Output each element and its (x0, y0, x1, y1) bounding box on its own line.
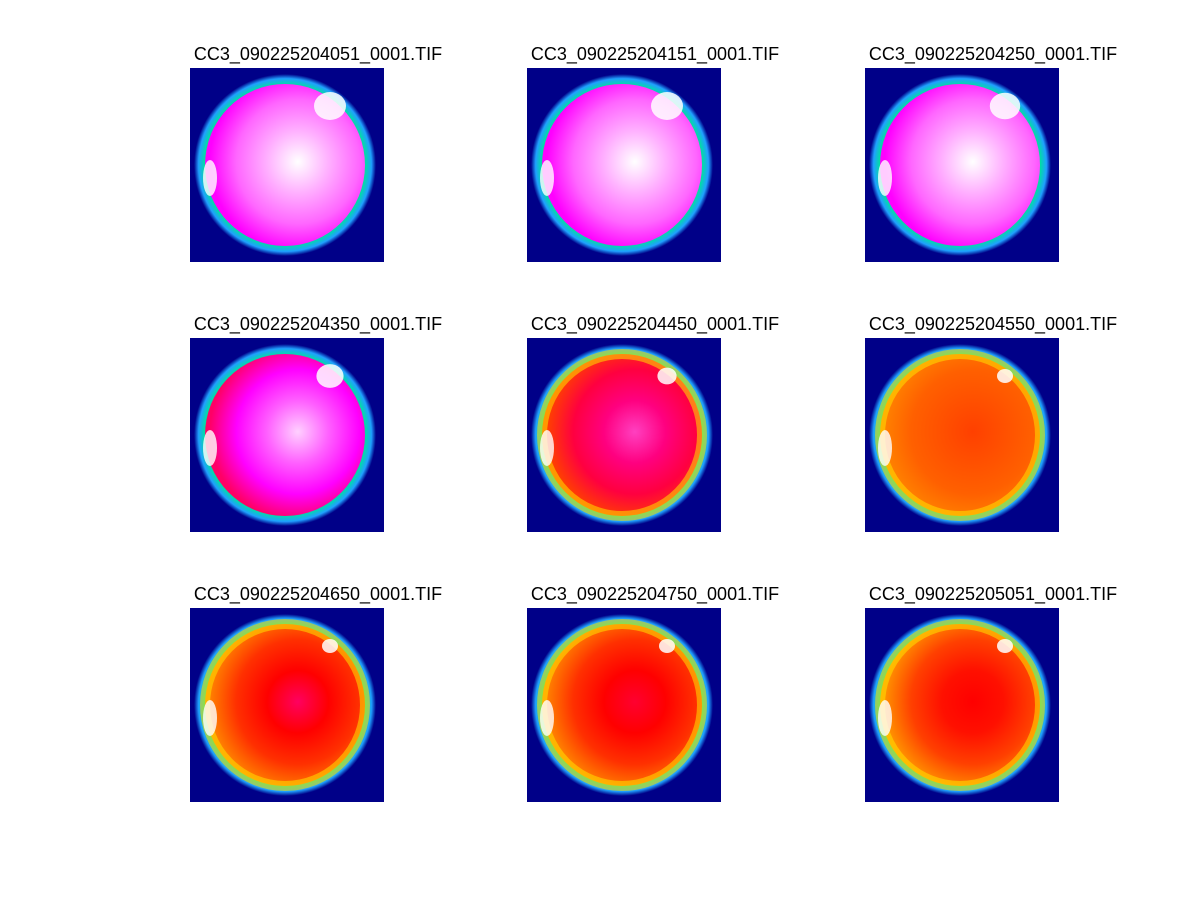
panel-title: CC3_090225204650_0001.TIF (193, 584, 443, 604)
panel-title: CC3_090225204350_0001.TIF (193, 314, 443, 334)
edge-highlight (878, 700, 892, 736)
edge-highlight (540, 700, 554, 736)
sky-image (190, 68, 384, 262)
sky-disc-band (537, 349, 707, 521)
sky-disc-body (880, 354, 1040, 516)
sky-disc-band (537, 619, 707, 791)
sky-image (527, 338, 721, 532)
panel-title: CC3_090225205051_0001.TIF (868, 584, 1118, 604)
sky-disc-band (200, 619, 370, 791)
panel-title: CC3_090225204450_0001.TIF (530, 314, 780, 334)
sky-image (190, 608, 384, 802)
sky-disc-body (542, 624, 702, 786)
sky-disc-body (880, 84, 1040, 246)
sky-disc-body (205, 624, 365, 786)
edge-highlight (878, 430, 892, 466)
sun-highlight (659, 639, 675, 653)
panel-title: CC3_090225204750_0001.TIF (530, 584, 780, 604)
edge-highlight (203, 430, 217, 466)
sky-image (527, 608, 721, 802)
sun-highlight (989, 92, 1021, 120)
sky-disc-body (205, 84, 365, 246)
sky-disc-body (542, 84, 702, 246)
sky-disc-body (880, 624, 1040, 786)
sky-image (527, 68, 721, 262)
sky-disc-body (205, 354, 365, 516)
sky-image (865, 338, 1059, 532)
panel-title: CC3_090225204250_0001.TIF (868, 44, 1118, 64)
sun-highlight (997, 369, 1013, 383)
edge-highlight (203, 160, 217, 196)
edge-highlight (203, 700, 217, 736)
sun-highlight (997, 639, 1013, 653)
edge-highlight (540, 160, 554, 196)
sky-image (865, 608, 1059, 802)
sky-disc-body (542, 354, 702, 516)
sky-image (190, 338, 384, 532)
panel-title: CC3_090225204550_0001.TIF (868, 314, 1118, 334)
sky-disc-band (875, 349, 1045, 521)
sun-highlight (316, 364, 344, 388)
panel-title: CC3_090225204151_0001.TIF (530, 44, 780, 64)
sun-highlight (314, 92, 346, 120)
edge-highlight (540, 430, 554, 466)
sun-highlight (651, 92, 683, 120)
sun-highlight (322, 639, 338, 653)
edge-highlight (878, 160, 892, 196)
sky-disc-band (875, 619, 1045, 791)
sun-highlight (657, 367, 677, 385)
panel-title: CC3_090225204051_0001.TIF (193, 44, 443, 64)
sky-image (865, 68, 1059, 262)
